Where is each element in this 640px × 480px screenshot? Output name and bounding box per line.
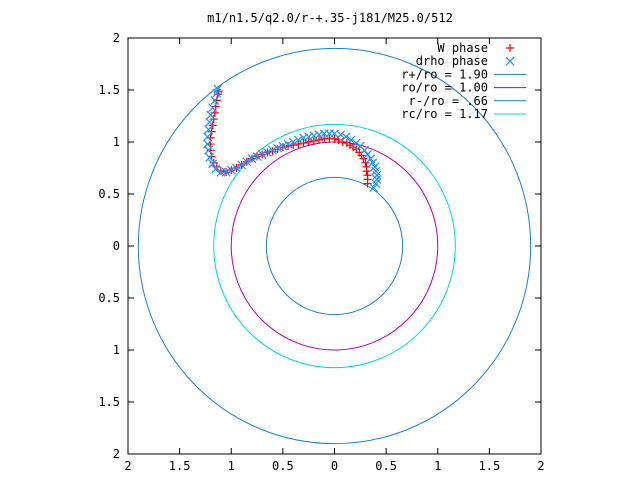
legend-label: ro/ro = 1.00	[401, 81, 488, 95]
data-point	[346, 135, 356, 145]
data-point	[252, 152, 262, 161]
circle-r-ro-1-90	[137, 47, 532, 445]
x-tick-label: 0.5	[272, 459, 294, 473]
data-point	[205, 117, 214, 127]
data-point	[278, 141, 288, 151]
x-tick-label: 1	[228, 459, 235, 473]
data-point	[370, 162, 380, 172]
data-point	[314, 130, 324, 140]
axis-ticks: 2 1.5 1 0.5 0 0.5 1 1.5 221.510.500.511.52	[98, 31, 544, 473]
y-tick-label: 2	[113, 31, 120, 45]
data-point	[368, 158, 378, 168]
y-tick-label: 0	[113, 239, 120, 253]
circle-ro-ro-1-00	[230, 141, 439, 351]
data-point	[210, 95, 220, 105]
circle-rc-ro-1-17	[213, 123, 456, 369]
y-tick-label: 0.5	[98, 187, 120, 201]
data-point	[262, 147, 272, 157]
data-point	[203, 139, 212, 149]
x-tick-label: 2	[124, 459, 131, 473]
data-point	[363, 171, 372, 180]
data-point	[341, 132, 351, 142]
y-tick-label: 2	[113, 447, 120, 461]
data-point	[304, 138, 313, 146]
series-drho-phase	[203, 84, 382, 193]
data-point	[208, 103, 218, 113]
legend-marker	[505, 56, 515, 66]
data-point	[213, 84, 223, 94]
data-point	[351, 138, 361, 148]
data-point	[369, 183, 379, 193]
data-point	[204, 125, 213, 134]
data-point	[206, 110, 216, 120]
data-point	[363, 150, 372, 159]
data-point	[211, 164, 221, 174]
y-tick-label: 1	[113, 343, 120, 357]
y-tick-label: 1.5	[98, 83, 120, 97]
data-point	[304, 132, 314, 142]
data-point	[242, 157, 252, 167]
y-tick-label: 0.5	[98, 291, 120, 305]
legend-label: drho phase	[416, 54, 488, 68]
x-tick-label: 1	[434, 459, 441, 473]
data-point	[203, 132, 212, 142]
legend-label: r-/ro = .66	[409, 94, 488, 108]
data-point	[231, 163, 241, 173]
data-point	[372, 175, 382, 184]
data-point	[355, 141, 365, 151]
data-point	[283, 139, 293, 149]
circle-r-ro-66	[265, 176, 404, 316]
data-point	[257, 150, 267, 159]
data-point	[309, 136, 318, 145]
data-point	[216, 167, 226, 177]
data-point	[247, 154, 257, 164]
x-tick-label: 0	[331, 459, 338, 473]
data-point	[299, 133, 308, 143]
data-point	[288, 137, 298, 147]
data-point	[293, 135, 303, 145]
data-point	[205, 153, 214, 163]
data-point	[342, 139, 351, 148]
legend-marker	[506, 44, 514, 52]
legend-label: rc/ro = 1.17	[401, 107, 488, 121]
x-tick-label: 1.5	[169, 459, 191, 473]
data-series	[203, 84, 382, 193]
chart-title: m1/n1.5/q2.0/r-+.35-j181/M25.0/512	[207, 11, 453, 25]
data-point	[273, 143, 283, 153]
legend-label: W phase	[437, 41, 488, 55]
y-tick-label: 1.5	[98, 395, 120, 409]
x-tick-label: 1.5	[479, 459, 501, 473]
legend-label: r+/ro = 1.90	[401, 67, 488, 81]
x-tick-label: 2	[537, 459, 544, 473]
data-point	[366, 154, 376, 164]
data-point	[226, 165, 236, 175]
data-point	[207, 127, 216, 136]
data-point	[209, 115, 218, 124]
x-tick-label: 0.5	[375, 459, 397, 473]
data-point	[361, 158, 370, 167]
data-point	[309, 131, 319, 141]
data-point	[319, 129, 329, 139]
data-point	[315, 135, 324, 144]
data-point	[237, 160, 246, 170]
data-point	[320, 134, 329, 143]
data-point	[268, 145, 277, 155]
data-point	[208, 159, 218, 169]
y-tick-label: 1	[113, 135, 120, 149]
